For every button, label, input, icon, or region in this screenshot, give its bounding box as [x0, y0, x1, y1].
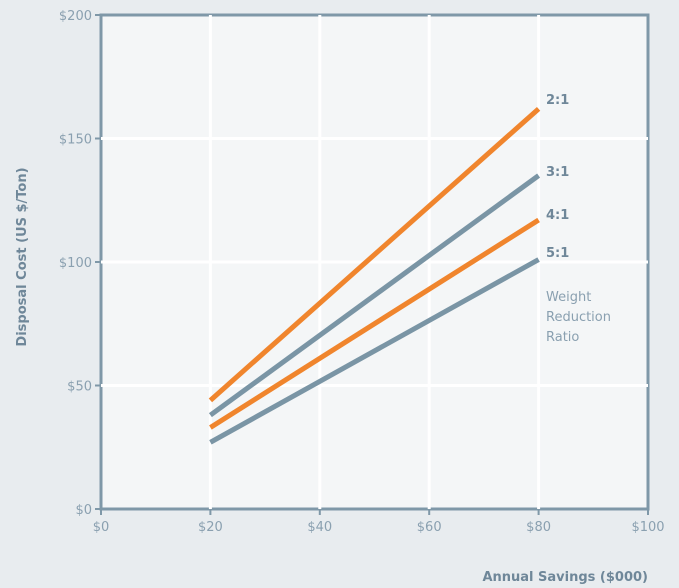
- x-tick-label: $80: [526, 520, 551, 535]
- series-lines: [208, 106, 541, 445]
- annotation-line-1: Weight: [546, 290, 591, 305]
- x-tick-label: $20: [198, 520, 223, 535]
- y-tick-label: $0: [75, 503, 92, 518]
- y-tick-label: $100: [59, 256, 92, 271]
- series-line-4-to-1: [209, 217, 540, 430]
- series-labels: 2:1 3:1 4:1 5:1: [546, 93, 569, 261]
- x-tick-label: $60: [417, 520, 442, 535]
- y-tick-label: $50: [67, 380, 92, 395]
- series-label-3-to-1: 3:1: [546, 165, 569, 180]
- x-tick-label: $100: [631, 520, 664, 535]
- annotation-line-3: Ratio: [546, 330, 579, 345]
- series-line-5-to-1: [209, 257, 540, 445]
- series-line-3-to-1: [208, 173, 541, 418]
- series-label-5-to-1: 5:1: [546, 246, 569, 261]
- y-tick-label: $200: [59, 9, 92, 24]
- y-axis-title: Disposal Cost (US $/Ton): [15, 167, 30, 346]
- annotation-line-2: Reduction: [546, 310, 611, 325]
- x-tick-label: $40: [307, 520, 332, 535]
- series-line-2-to-1: [208, 106, 541, 403]
- x-tick-label: $0: [93, 520, 110, 535]
- x-axis-title: Annual Savings ($000): [482, 570, 648, 585]
- series-label-2-to-1: 2:1: [546, 93, 569, 108]
- y-tick-label: $150: [59, 133, 92, 148]
- series-label-4-to-1: 4:1: [546, 208, 569, 223]
- y-axis-ticks: $0 $50 $100 $150 $200: [59, 9, 101, 518]
- x-axis-ticks: $0 $20 $40 $60 $80 $100: [93, 509, 665, 535]
